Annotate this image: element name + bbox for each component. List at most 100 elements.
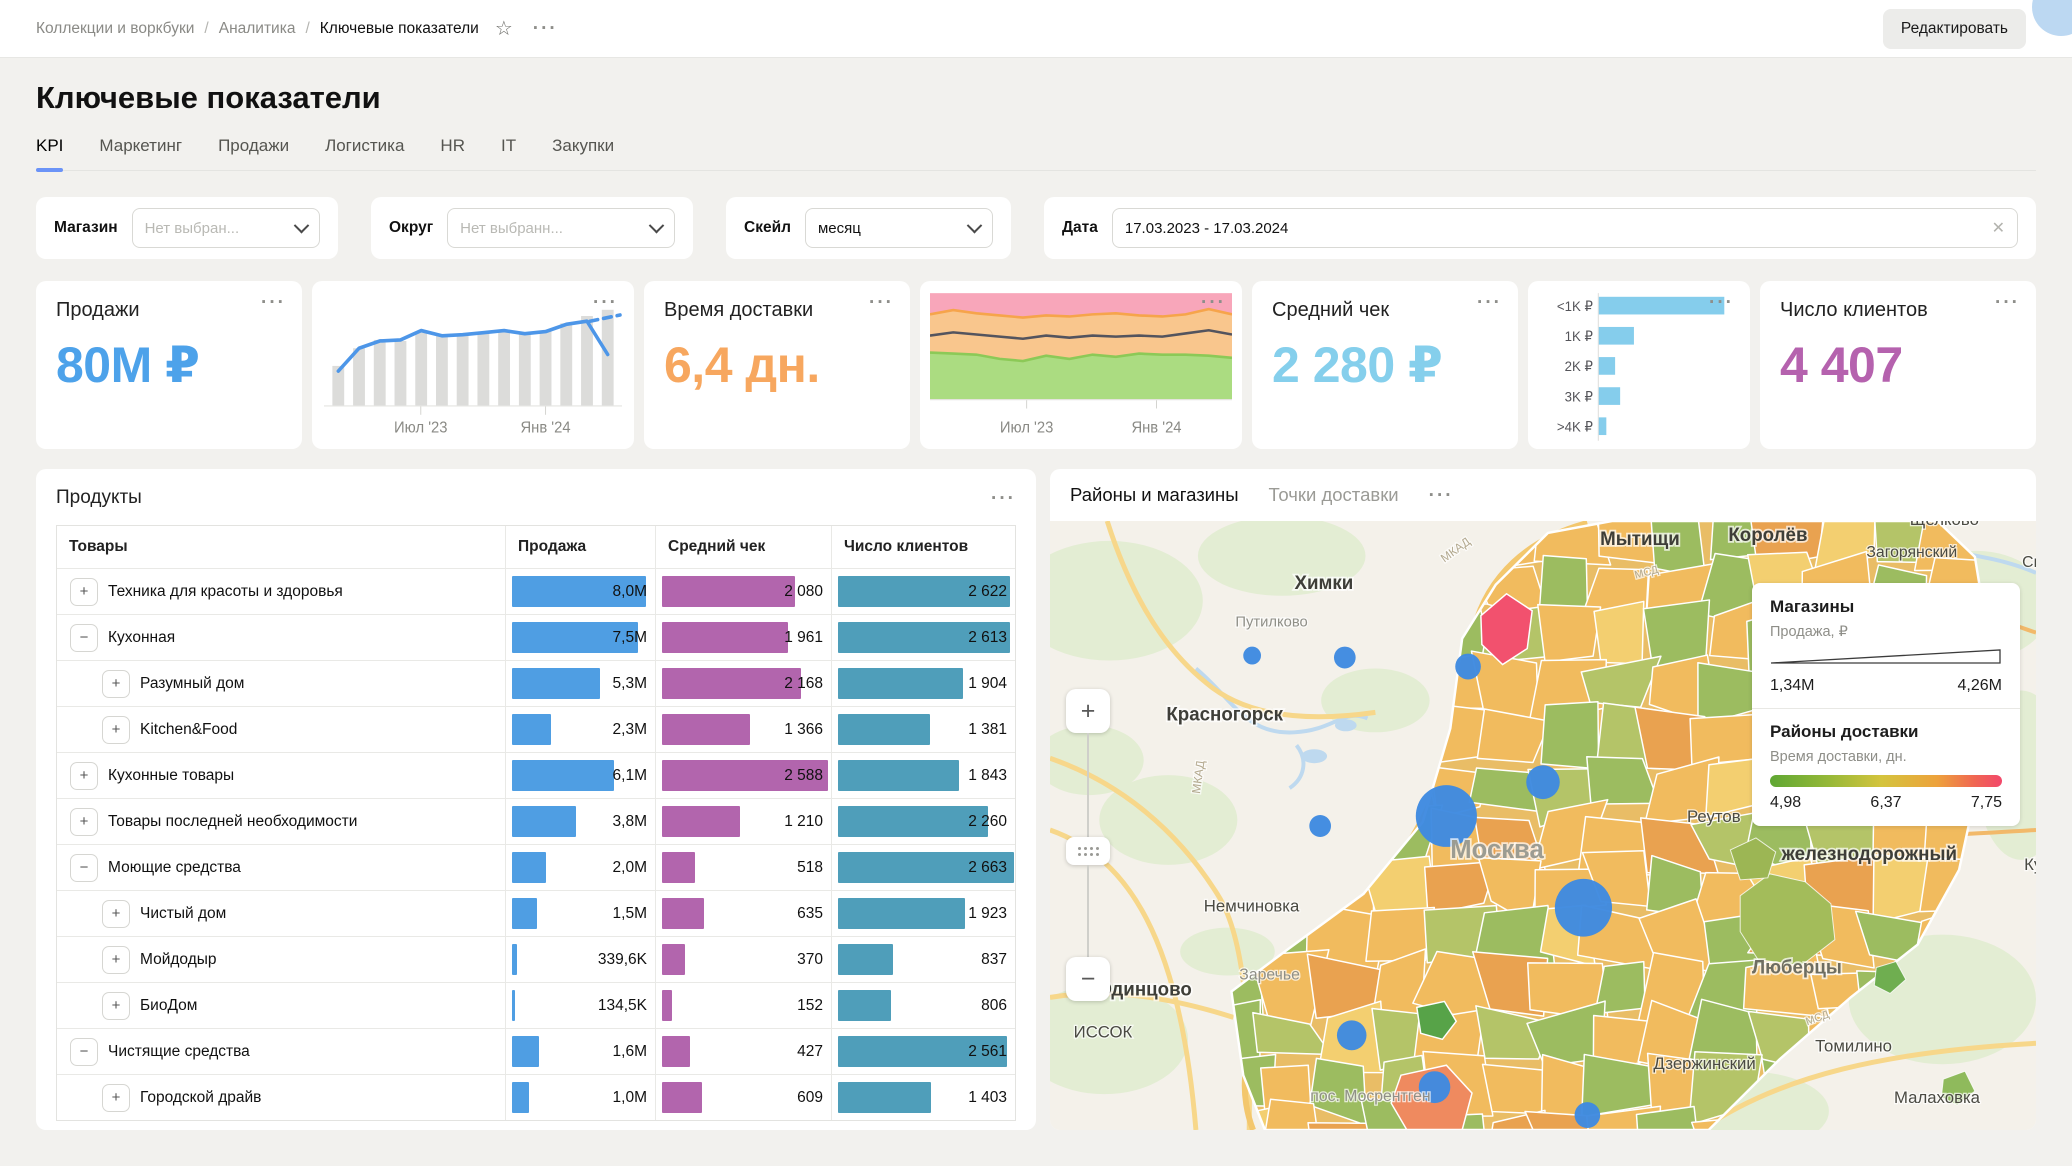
store-marker[interactable] [1418, 1071, 1451, 1104]
map-zoom-control: + − [1066, 689, 1110, 1001]
product-name: Техника для красоты и здоровья [108, 582, 343, 600]
store-marker[interactable] [1333, 646, 1356, 669]
zoom-track[interactable] [1087, 733, 1089, 837]
table-row: + Kitchen&Food 2,3M 1 366 1 381 [57, 706, 1015, 752]
map-tab[interactable]: Точки доставки [1268, 484, 1399, 505]
expand-icon[interactable]: + [102, 715, 130, 744]
product-name: Чистящие средства [108, 1042, 250, 1060]
zoom-in-button[interactable]: + [1066, 689, 1110, 733]
column-header[interactable]: Продажа [505, 526, 655, 568]
check-cell: 2 588 [655, 753, 831, 798]
tab-kpi[interactable]: KPI [36, 136, 64, 172]
clients-bar [838, 944, 893, 975]
tab-hr[interactable]: HR [440, 136, 465, 155]
expand-icon[interactable]: + [102, 945, 130, 974]
kpi-card-средний-чек: ··· Средний чек 2 280 ₽ [1252, 281, 1518, 449]
zoom-out-button[interactable]: − [1066, 957, 1110, 1001]
kpi-row: ··· Продажи 80М ₽ ··· Июл '23 Янв '24 ··· Время… [36, 281, 2036, 449]
clients-cell: 2 613 [831, 615, 1015, 660]
favorite-star-icon[interactable]: ☆ [494, 18, 513, 40]
store-marker[interactable] [1336, 1020, 1367, 1051]
zoom-slider-handle[interactable] [1066, 837, 1110, 865]
column-header[interactable]: Число клиентов [831, 526, 1015, 568]
expand-icon[interactable]: + [70, 807, 98, 836]
filter-дата: Дата 17.03.2023 - 17.03.2024 ✕ [1044, 197, 2036, 259]
products-panel: Продукты ··· Товары Продажа Средний чек Чис… [36, 469, 1036, 1130]
check-bar [662, 576, 795, 607]
expand-icon[interactable]: + [102, 669, 130, 698]
column-header[interactable]: Товары [69, 538, 128, 555]
store-marker[interactable] [1574, 1102, 1601, 1129]
expand-icon[interactable]: + [102, 1083, 130, 1112]
collapse-icon[interactable]: − [70, 853, 98, 882]
column-header[interactable]: Средний чек [655, 526, 831, 568]
store-marker[interactable] [1309, 815, 1332, 837]
clients-bar [838, 898, 965, 929]
expand-icon[interactable]: + [70, 577, 98, 606]
sales-bar [512, 1036, 539, 1067]
filter-магазин: Магазин Нет выбран... [36, 197, 338, 259]
edit-button[interactable]: Редактировать [1882, 8, 2026, 49]
map-label: Заречье [1239, 966, 1300, 983]
expand-icon[interactable]: + [102, 899, 130, 928]
filter-label: Дата [1062, 219, 1098, 236]
sales-value: 5,3M [612, 674, 647, 692]
filter-value: Нет выбран... [144, 219, 240, 237]
svg-text:Июл '23: Июл '23 [1000, 419, 1053, 436]
card-more-icon[interactable]: ··· [1995, 292, 2020, 313]
map-tab[interactable]: Районы и магазины [1070, 484, 1239, 505]
filter-value: месяц [817, 219, 861, 237]
card-more-icon[interactable]: ··· [1201, 292, 1226, 313]
expand-icon[interactable]: + [70, 761, 98, 790]
tab-логистика[interactable]: Логистика [325, 136, 405, 155]
card-more-icon[interactable]: ··· [593, 292, 618, 313]
store-marker[interactable] [1415, 785, 1477, 847]
date-range-input[interactable]: 17.03.2023 - 17.03.2024 ✕ [1111, 208, 2018, 248]
collapse-icon[interactable]: − [70, 623, 98, 652]
product-name-cell: + Kitchen&Food [57, 707, 505, 752]
table-row: + Техника для красоты и здоровья 8,0M 2 080… [57, 568, 1015, 614]
check-cell: 2 168 [655, 661, 831, 706]
tab-продажи[interactable]: Продажи [218, 136, 290, 155]
tab-it[interactable]: IT [500, 136, 517, 155]
map-more-icon[interactable]: ··· [1428, 484, 1454, 506]
card-more-icon[interactable]: ··· [1709, 292, 1734, 313]
clients-value: 2 561 [968, 1042, 1007, 1060]
zoom-track[interactable] [1087, 865, 1089, 957]
map-label: Загорянский [1866, 544, 1957, 561]
breadcrumb-item[interactable]: Аналитика [218, 19, 296, 37]
map-label: Томилино [1815, 1036, 1892, 1055]
map-canvas[interactable]: Мытищи Королёв Щелково Загорянский Свердл Хим… [1050, 521, 2036, 1130]
store-marker[interactable] [1455, 653, 1481, 680]
card-more-icon[interactable]: ··· [261, 292, 286, 313]
sales-value: 1,0M [612, 1088, 647, 1106]
store-marker[interactable] [1554, 878, 1613, 937]
check-bar [662, 622, 789, 653]
filter-select[interactable]: Нет выбран... [131, 208, 320, 248]
map-area[interactable]: Мытищи Королёв Щелково Загорянский Свердл Хим… [1050, 521, 2036, 1130]
sales-cell: 1,0M [505, 1075, 655, 1120]
check-cell: 1 210 [655, 799, 831, 844]
sales-bar [512, 898, 538, 929]
card-more-icon[interactable]: ··· [869, 292, 894, 313]
kpi-chart-delivery_trend: ··· Июл '23 Янв '24 [920, 281, 1242, 449]
products-more-icon[interactable]: ··· [991, 487, 1016, 509]
map-label: Свердл [2022, 554, 2036, 571]
store-marker[interactable] [1243, 646, 1262, 665]
filter-select[interactable]: Нет выбранн... [447, 208, 675, 248]
filter-select[interactable]: месяц [804, 208, 993, 248]
store-marker[interactable] [1526, 765, 1560, 800]
breadcrumb-item[interactable]: Ключевые показатели [319, 19, 479, 37]
breadcrumb-item[interactable]: Коллекции и воркбуки [36, 19, 195, 37]
chevron-down-icon [648, 217, 665, 233]
collapse-icon[interactable]: − [70, 1037, 98, 1066]
clear-icon[interactable]: ✕ [1991, 220, 2005, 237]
tab-закупки[interactable]: Закупки [552, 136, 615, 155]
avatar[interactable] [2032, 0, 2072, 36]
kpi-title: Время доставки [664, 299, 814, 321]
expand-icon[interactable]: + [102, 991, 130, 1020]
tab-маркетинг[interactable]: Маркетинг [99, 136, 183, 155]
card-more-icon[interactable]: ··· [1477, 292, 1502, 313]
page-more-icon[interactable]: ··· [532, 18, 558, 39]
filter-value: Нет выбранн... [460, 219, 563, 237]
